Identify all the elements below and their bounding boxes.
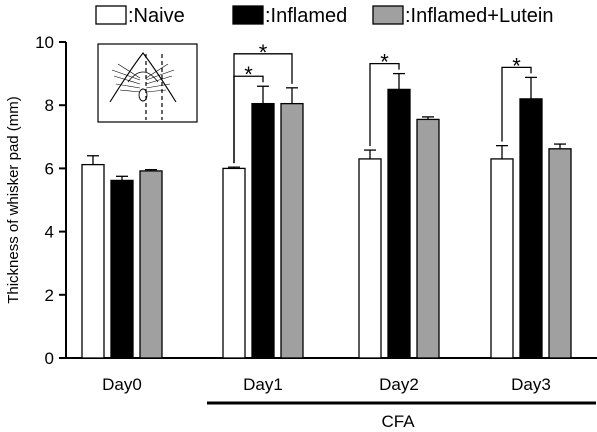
significance-bracket — [369, 62, 400, 147]
y-tick-label: 0 — [45, 349, 54, 368]
significance-bracket — [501, 66, 532, 142]
y-tick-label: 4 — [45, 223, 54, 242]
legend-item: :Inflamed — [232, 5, 347, 27]
x-tick-label: Day1 — [243, 375, 283, 394]
bar — [81, 163, 105, 359]
significance-marker: * — [380, 50, 389, 75]
bar — [358, 158, 382, 359]
legend-item: :Inflamed+Lutein — [372, 5, 553, 27]
bar-group-day3: Day3 — [490, 76, 572, 394]
y-tick-label: 6 — [45, 159, 54, 178]
significance-brackets: ** * * — [233, 40, 532, 164]
whisker — [145, 63, 169, 79]
bar — [110, 179, 134, 359]
y-tick-label: 2 — [45, 286, 54, 305]
bar-group-day1: Day1 — [222, 85, 304, 394]
treatment-label: CFA — [381, 412, 415, 431]
bar — [280, 102, 304, 359]
significance-bracket — [233, 53, 293, 164]
nose — [138, 88, 148, 102]
bars: Day0 Day1 Day2 Day3 — [81, 72, 572, 394]
whisker — [145, 89, 167, 93]
bar — [490, 158, 514, 359]
legend-label: :Inflamed — [265, 5, 347, 27]
legend-label: :Naive — [128, 5, 185, 27]
bar — [387, 88, 411, 359]
bar — [222, 167, 246, 359]
whisker — [145, 69, 175, 81]
legend-label: :Inflamed+Lutein — [405, 5, 553, 27]
bar-group-day0: Day0 — [81, 155, 163, 394]
significance-marker: * — [259, 40, 268, 65]
x-tick-label: Day3 — [511, 375, 551, 394]
whisker — [117, 63, 141, 79]
legend-swatch — [232, 5, 264, 25]
bar-group-day2: Day2 — [358, 72, 440, 394]
legend-swatch — [95, 5, 127, 25]
bar — [139, 170, 163, 359]
snout-inner — [127, 71, 159, 83]
whisker — [111, 69, 141, 81]
y-axis-label: Thickness of whisker pad (mm) — [5, 96, 22, 304]
bar — [519, 98, 543, 359]
whisker — [113, 75, 141, 85]
y-tick-label: 10 — [35, 33, 54, 52]
inset-frame — [97, 43, 198, 123]
treatment-bracket: CFA — [207, 401, 596, 431]
bar — [251, 102, 275, 359]
y-tick-label: 8 — [45, 96, 54, 115]
x-tick-label: Day0 — [102, 375, 142, 394]
whisker — [145, 83, 171, 89]
whisker-pad-diagram-icon — [97, 43, 198, 123]
legend: :Naive :Inflamed :Inflamed+Lutein — [95, 5, 553, 27]
legend-swatch — [372, 5, 404, 25]
whisker — [115, 83, 141, 89]
whisker — [145, 75, 173, 85]
x-tick-label: Day2 — [379, 375, 419, 394]
bar — [416, 118, 440, 359]
bar — [548, 148, 572, 359]
whisker — [119, 89, 141, 93]
significance-marker: * — [244, 62, 253, 87]
legend-item: :Naive — [95, 5, 185, 27]
significance-marker: * — [512, 53, 521, 78]
